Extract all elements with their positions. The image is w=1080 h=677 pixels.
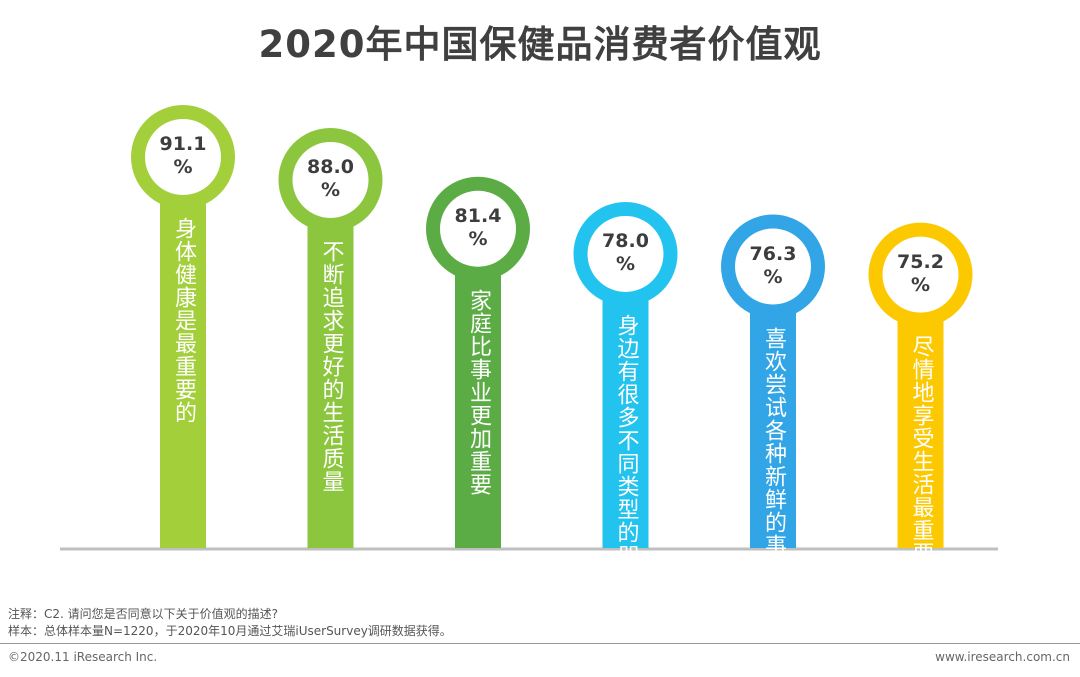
bar-cap-center [440, 190, 516, 267]
category-label: 身体健康是最重要的 [171, 217, 196, 424]
bar-group [278, 127, 383, 548]
data-label-value: 88.0 [307, 155, 354, 178]
data-label-unit: % [173, 156, 193, 178]
data-label-value: 81.4 [454, 204, 502, 227]
data-label-value: 76.3 [749, 242, 797, 265]
bar [160, 157, 206, 548]
category-label: 不断追求更好的生活质量 [318, 239, 344, 493]
footer-note: 注释：C2. 请问您是否同意以下关于价值观的描述? [8, 607, 279, 621]
data-label-unit: % [615, 252, 636, 275]
bar-group [573, 201, 678, 548]
data-label: 91.1% [143, 133, 223, 179]
category-label: 家庭比事业更加重要 [466, 288, 491, 496]
footer-sample: 样本：总体样本量N=1220，于2020年10月通过艾瑞iUserSurvey调… [8, 624, 452, 638]
data-label-value: 75.2 [897, 250, 944, 273]
footer-website: www.iresearch.com.cn [935, 650, 1070, 664]
data-label: 75.2% [881, 251, 961, 297]
data-label-value: 78.0 [602, 229, 649, 252]
bar-group [721, 214, 825, 548]
data-label-value: 91.1 [159, 133, 207, 155]
data-label: 78.0% [586, 230, 666, 276]
chart-title: 2020年中国保健品消费者价值观 [258, 23, 822, 66]
bar-cap-center [882, 236, 959, 313]
data-label: 76.3% [733, 243, 813, 289]
bar-cap-center [587, 215, 664, 292]
data-label-unit: % [763, 265, 783, 288]
data-label: 88.0% [291, 156, 371, 202]
bar-cap-center [292, 141, 369, 218]
bar [307, 179, 354, 548]
category-label: 尽情地享受生活最重要 [908, 334, 934, 565]
data-label-unit: % [910, 273, 931, 296]
bar-cap-center [735, 228, 811, 305]
data-label-unit: % [468, 227, 488, 250]
footer-copyright: ©2020.11 iResearch Inc. [8, 650, 158, 664]
footer-divider [0, 643, 1080, 644]
category-label: 身边有很多不同类型的朋友 [613, 313, 639, 590]
category-label: 喜欢尝试各种新鲜的事物 [761, 326, 786, 580]
bar-cap-center [145, 119, 221, 195]
bar-chart [60, 105, 998, 551]
bar [455, 228, 501, 548]
data-label-unit: % [320, 178, 341, 201]
bar-group [426, 176, 530, 548]
bar-group [131, 105, 235, 548]
bar-group [868, 222, 973, 548]
data-label: 81.4% [438, 205, 518, 251]
